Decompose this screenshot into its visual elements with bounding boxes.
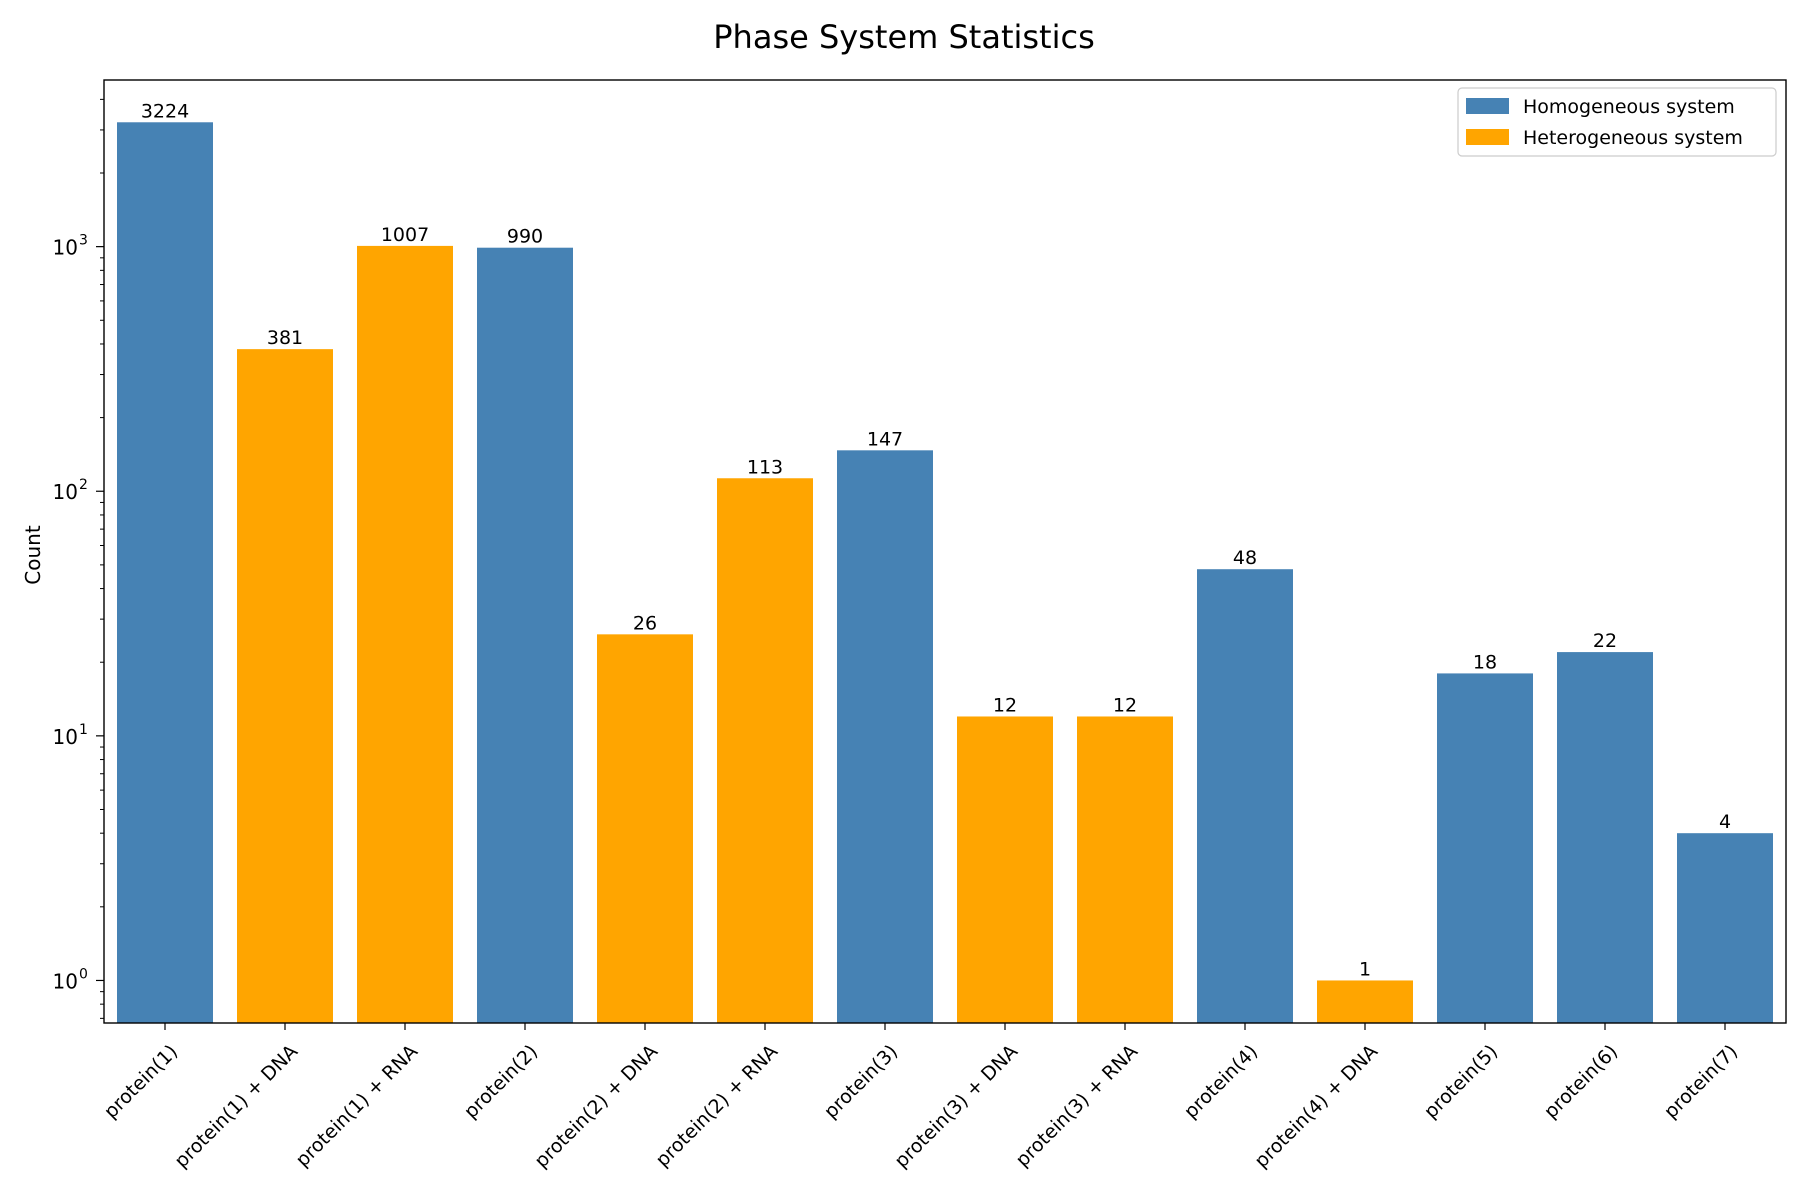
bar-5 <box>597 634 693 1023</box>
bar-9 <box>1077 716 1173 1023</box>
y-tick-exponent: 1 <box>79 722 88 738</box>
bar-7 <box>837 450 933 1023</box>
x-tick-label: protein(3) <box>820 1041 902 1123</box>
y-tick-label: 10 1 <box>53 722 88 749</box>
legend: Homogeneous system Heterogeneous system <box>1457 87 1777 157</box>
bar-6 <box>717 478 813 1023</box>
x-tick-label: protein(3) + RNA <box>1011 1041 1142 1172</box>
y-tick-label: 10 0 <box>53 966 88 993</box>
x-tick-label: protein(7) <box>1660 1041 1742 1123</box>
legend-swatch-heterogeneous <box>1466 129 1509 145</box>
bar-3 <box>357 245 453 1023</box>
bar-value-label: 18 <box>1473 651 1497 673</box>
bar-value-label: 26 <box>633 612 657 634</box>
y-axis-label: Count <box>21 525 45 585</box>
bar-8 <box>957 716 1053 1023</box>
bar-value-label: 381 <box>267 327 303 349</box>
x-tick-label: protein(6) <box>1540 1041 1622 1123</box>
bar-13 <box>1557 652 1653 1023</box>
bar-value-label: 3224 <box>141 100 189 122</box>
bar-14 <box>1677 833 1773 1023</box>
chart-title: Phase System Statistics <box>713 18 1095 56</box>
x-tick-label: protein(4) + DNA <box>1250 1041 1382 1173</box>
x-tick-label: protein(2) + DNA <box>530 1041 662 1173</box>
bar-value-label: 147 <box>867 428 903 450</box>
bar-value-label: 1 <box>1359 958 1371 980</box>
x-tick-label: protein(1) + DNA <box>170 1041 302 1173</box>
bar-10 <box>1197 569 1293 1023</box>
y-tick-exponent: 0 <box>79 966 88 982</box>
x-tick-label: protein(2) + RNA <box>651 1041 782 1172</box>
x-tick-label: protein(5) <box>1420 1041 1502 1123</box>
x-tick-label: protein(1) + RNA <box>291 1041 422 1172</box>
y-tick-exponent: 3 <box>79 233 88 249</box>
y-tick-base: 10 <box>53 236 78 260</box>
y-tick-label: 10 3 <box>53 233 88 260</box>
x-tick-label: protein(2) <box>460 1041 542 1123</box>
bar-1 <box>117 122 213 1023</box>
bar-value-label: 48 <box>1233 547 1257 569</box>
bar-value-label: 22 <box>1593 630 1617 652</box>
y-tick-base: 10 <box>53 725 78 749</box>
bar-value-label: 113 <box>747 456 783 478</box>
bar-value-label: 12 <box>993 694 1017 716</box>
y-tick-exponent: 2 <box>79 477 88 493</box>
bar-value-label: 990 <box>507 226 543 248</box>
axes-frame <box>103 79 1787 1024</box>
x-tick-label: protein(3) + DNA <box>890 1041 1022 1173</box>
y-tick-base: 10 <box>53 480 78 504</box>
legend-label-heterogeneous: Heterogeneous system <box>1523 127 1743 149</box>
bar-4 <box>477 247 573 1023</box>
bar-2 <box>237 349 333 1023</box>
bar-12 <box>1437 673 1533 1023</box>
bar-value-label: 12 <box>1113 694 1137 716</box>
x-tick-label: protein(4) <box>1180 1041 1262 1123</box>
y-tick-base: 10 <box>53 969 78 993</box>
x-tick-label: protein(1) <box>100 1041 182 1123</box>
bar-value-label: 4 <box>1719 811 1731 833</box>
legend-label-homogeneous: Homogeneous system <box>1523 96 1735 118</box>
legend-swatch-homogeneous <box>1466 98 1509 114</box>
y-tick-label: 10 2 <box>53 477 88 504</box>
bar-11 <box>1317 980 1413 1023</box>
legend-box <box>1457 87 1777 157</box>
bar-value-label: 1007 <box>381 224 429 246</box>
